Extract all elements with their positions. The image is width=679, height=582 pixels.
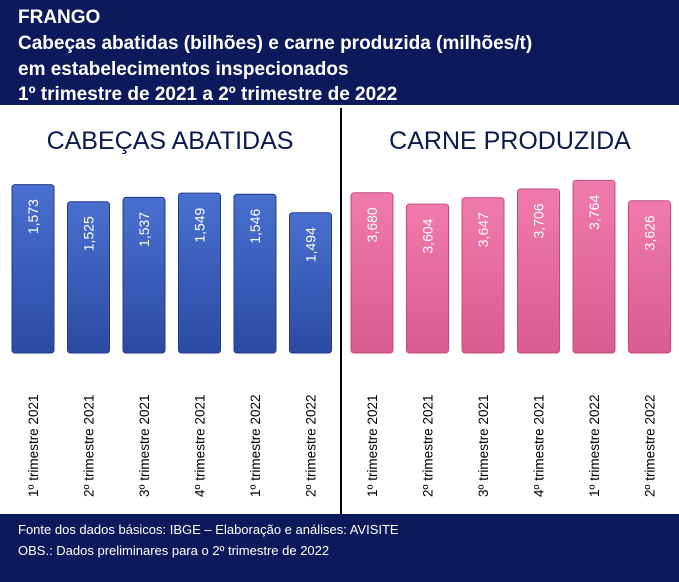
value-label-cabecas-4: 1,546 (247, 208, 263, 243)
chart-title-cabecas: CABEÇAS ABATIDAS (46, 127, 294, 155)
category-label-carne-3: 4º trimestre 2021 (532, 395, 547, 497)
bar-cabecas-1 (67, 201, 110, 354)
value-label-cabecas-0: 1,573 (25, 199, 41, 234)
category-label-cabecas-2: 3º trimestre 2021 (137, 395, 152, 497)
value-label-carne-1: 3,604 (420, 218, 436, 253)
value-label-carne-2: 3,647 (475, 212, 491, 247)
bar-carne-5 (628, 200, 671, 354)
header-line-scope: em estabelecimentos inspecionados (18, 59, 349, 80)
category-label-cabecas-3: 4º trimestre 2021 (193, 395, 208, 497)
bar-carne-3 (517, 188, 560, 354)
bar-cabecas-5 (289, 212, 332, 354)
bar-carne-2 (461, 197, 505, 354)
category-label-cabecas-0: 1º trimestre 2021 (26, 395, 41, 497)
value-label-carne-5: 3,626 (642, 215, 658, 250)
header-line-measures: Cabeças abatidas (bilhões) e carne produ… (18, 33, 533, 54)
category-label-cabecas-5: 2º trimestre 2022 (304, 395, 319, 497)
bar-carne-0 (350, 192, 394, 354)
value-label-carne-4: 3,764 (586, 195, 602, 230)
bar-cabecas-4 (233, 193, 277, 354)
value-label-carne-0: 3,680 (364, 207, 380, 242)
panel-divider (340, 108, 342, 514)
footer-banner: Fonte dos dados básicos: IBGE – Elaboraç… (0, 514, 679, 582)
value-label-cabecas-5: 1,494 (303, 227, 319, 262)
category-label-cabecas-4: 1º trimestre 2022 (248, 395, 263, 497)
footer-source: Fonte dos dados básicos: IBGE – Elaboraç… (18, 522, 399, 537)
value-label-cabecas-2: 1,537 (136, 212, 152, 247)
footer-note: OBS.: Dados preliminares para o 2º trime… (18, 543, 330, 558)
bar-cabecas-3 (178, 192, 221, 354)
category-label-cabecas-1: 2º trimestre 2021 (82, 395, 97, 497)
bar-cabecas-2 (122, 196, 166, 354)
category-label-carne-5: 2º trimestre 2022 (643, 395, 658, 497)
chart-title-carne: CARNE PRODUZIDA (389, 127, 631, 155)
bar-cabecas-0 (11, 184, 55, 354)
header-banner: FRANGO Cabeças abatidas (bilhões) e carn… (0, 0, 679, 108)
header-line-species: FRANGO (18, 7, 101, 28)
value-label-cabecas-1: 1,525 (81, 216, 97, 251)
value-label-cabecas-3: 1,549 (192, 207, 208, 242)
category-label-carne-0: 1º trimestre 2021 (365, 395, 380, 497)
bar-carne-4 (572, 179, 616, 354)
header-line-period: 1º trimestre de 2021 a 2º trimestre de 2… (18, 84, 398, 105)
category-label-carne-4: 1º trimestre 2022 (587, 395, 602, 497)
category-label-carne-1: 2º trimestre 2021 (421, 395, 436, 497)
bar-carne-1 (406, 203, 449, 354)
value-label-carne-3: 3,706 (531, 203, 547, 238)
category-label-carne-2: 3º trimestre 2021 (476, 395, 491, 497)
